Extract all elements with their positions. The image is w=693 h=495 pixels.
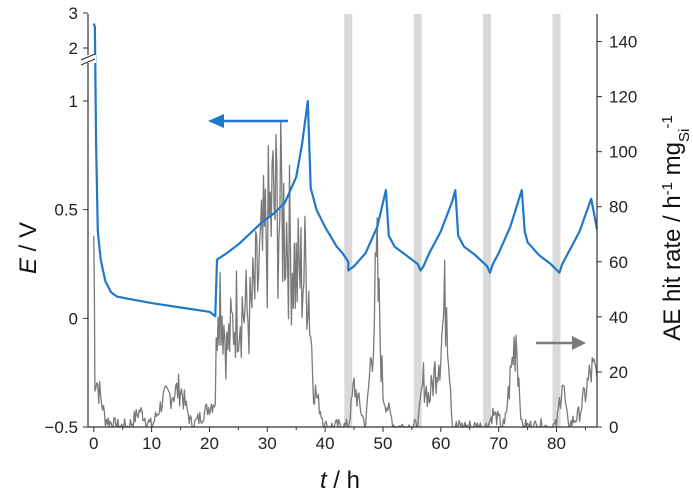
shaded-bands xyxy=(344,14,561,427)
y-left-tick-label: 2 xyxy=(69,39,78,58)
shaded-band xyxy=(344,14,353,427)
y-right-exp2: -1 xyxy=(659,115,676,128)
y-right-unit: mg xyxy=(659,142,686,182)
y-left-tick-label: 3 xyxy=(69,4,78,23)
x-axis-title: t / h xyxy=(320,467,360,494)
y-right-sub: Si xyxy=(676,129,693,142)
y-right-label: AE hit rate / h xyxy=(659,195,686,340)
y-left-var: E xyxy=(15,257,42,274)
potential-series xyxy=(92,23,599,318)
y-right-axis-title: AE hit rate / h-1 mgSi-1 xyxy=(659,115,693,340)
shaded-band xyxy=(483,14,492,427)
annotation-arrows xyxy=(208,114,586,350)
y-left-tick-label: 0 xyxy=(69,309,78,328)
x-tick-label: 0 xyxy=(89,434,98,453)
x-tick-label: 50 xyxy=(374,434,393,453)
axis-break-gap xyxy=(80,55,96,63)
y-right-tick-label: 140 xyxy=(609,33,637,52)
x-axis-unit: h xyxy=(347,467,360,494)
y-left-tick-label: −0.5 xyxy=(44,418,78,437)
y-left-tick-label: 0.5 xyxy=(54,201,78,220)
axis-break-mark xyxy=(80,53,96,61)
y-left-axis-title: E / V xyxy=(15,222,42,274)
y-right-tick-label: 80 xyxy=(609,198,628,217)
y-right-tick-label: 0 xyxy=(609,418,618,437)
y-right-tick-label: 100 xyxy=(609,143,637,162)
shaded-band xyxy=(552,14,561,427)
y-right-exp1: -1 xyxy=(659,182,676,195)
y-right-tick-label: 60 xyxy=(609,253,628,272)
potential-axis-arrowhead xyxy=(208,114,224,128)
ae-axis-arrowhead xyxy=(572,336,586,350)
x-tick-label: 70 xyxy=(489,434,508,453)
ae-hit-rate-series xyxy=(93,119,598,428)
y-left-unit: V xyxy=(15,222,42,238)
x-tick-label: 10 xyxy=(142,434,161,453)
x-tick-label: 30 xyxy=(258,434,277,453)
y-right-tick-label: 40 xyxy=(609,308,628,327)
y-right-tick-label: 20 xyxy=(609,363,628,382)
x-tick-label: 60 xyxy=(431,434,450,453)
x-tick-label: 40 xyxy=(316,434,335,453)
x-tick-label: 20 xyxy=(200,434,219,453)
y-right-tick-label: 120 xyxy=(609,88,637,107)
shaded-band xyxy=(413,14,422,427)
axis-break-mark xyxy=(80,58,96,66)
y-left-tick-label: 1 xyxy=(69,92,78,111)
series-layer xyxy=(92,23,599,428)
axes: 0 10 20 30 40 50 60 70 80−0.500.5123020406080100… xyxy=(44,4,637,453)
x-tick-label: 80 xyxy=(547,434,566,453)
x-axis-var: t xyxy=(320,467,328,494)
